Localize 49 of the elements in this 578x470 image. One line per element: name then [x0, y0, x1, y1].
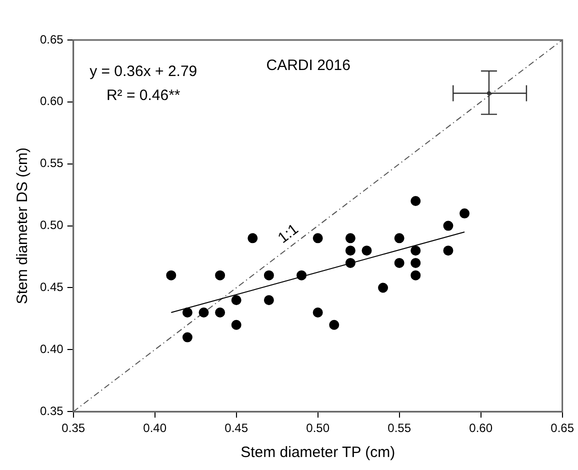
y-axis-title: Stem diameter DS (cm)	[14, 147, 32, 304]
x-tick-label: 0.35	[62, 421, 86, 436]
y-tick-label: 0.40	[40, 342, 64, 356]
point	[410, 270, 421, 280]
point	[296, 270, 307, 280]
x-tick-label: 0.50	[306, 421, 330, 436]
point	[264, 270, 274, 280]
point	[460, 208, 470, 218]
point	[362, 246, 372, 256]
y-tick-label: 0.35	[40, 404, 64, 418]
point	[394, 233, 404, 244]
point	[215, 308, 226, 318]
point	[264, 295, 274, 306]
annotation: CARDI 2016	[266, 57, 350, 74]
point	[231, 295, 242, 306]
point	[394, 258, 404, 268]
point	[410, 196, 421, 206]
point	[182, 332, 192, 342]
x-tick-label: 0.45	[224, 421, 248, 436]
annotation: 1:1	[274, 220, 302, 247]
point	[248, 233, 258, 244]
x-tick-label: 0.65	[550, 421, 574, 436]
point	[312, 233, 323, 244]
x-axis-title: Stem diameter TP (cm)	[240, 444, 396, 462]
point	[345, 258, 356, 268]
annotation: y = 0.36x + 2.79	[90, 63, 198, 80]
x-tick-label: 0.55	[388, 421, 412, 436]
point	[443, 220, 454, 231]
y-tick-label: 0.65	[40, 32, 64, 46]
point	[410, 246, 421, 256]
point	[410, 258, 421, 268]
point	[312, 308, 323, 318]
point	[378, 282, 388, 293]
point	[329, 320, 340, 330]
annotation: R² = 0.46**	[106, 87, 180, 104]
x-tick-label: 0.60	[469, 421, 493, 436]
point	[345, 233, 356, 244]
y-tick-label: 0.45	[40, 280, 64, 294]
y-tick-label: 0.50	[40, 218, 64, 232]
y-tick-label: 0.55	[40, 156, 64, 170]
point	[231, 320, 242, 330]
point	[182, 308, 192, 318]
point	[345, 246, 356, 256]
point	[215, 270, 226, 280]
y-tick-label: 0.60	[40, 94, 64, 108]
point	[443, 246, 454, 256]
point	[198, 308, 209, 318]
x-tick-label: 0.40	[143, 421, 167, 436]
point	[166, 270, 176, 280]
